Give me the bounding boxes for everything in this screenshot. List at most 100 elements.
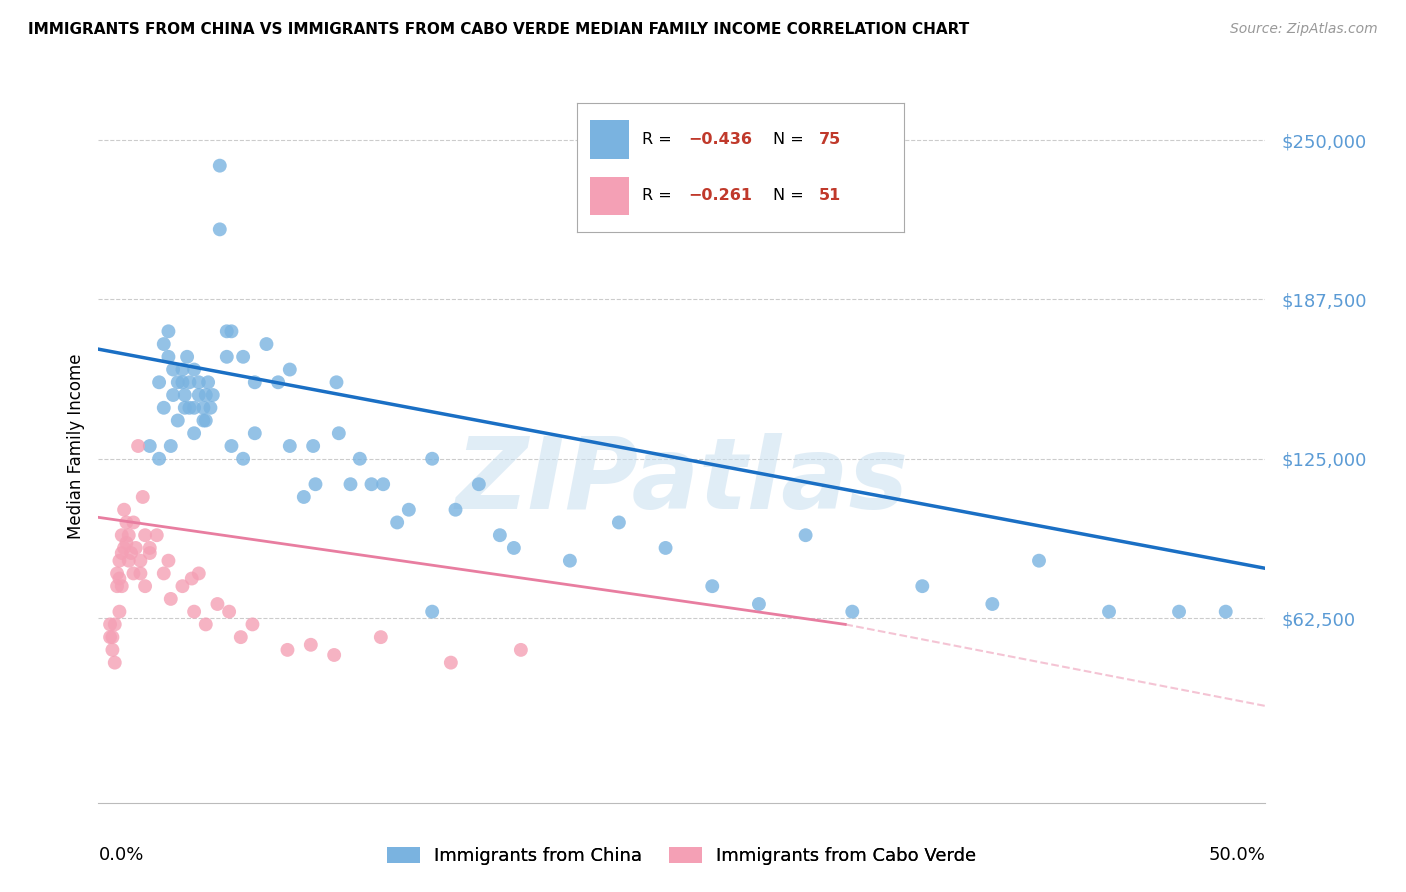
Point [339,477,361,491]
Point [221,324,243,338]
Point [122,566,145,581]
Point [256,337,278,351]
Point [98,630,121,644]
Point [208,159,231,173]
Point [187,566,209,581]
Point [276,643,298,657]
Point [157,350,180,364]
Point [159,591,181,606]
Point [125,541,148,555]
Point [166,413,188,427]
Point [105,579,128,593]
Point [108,554,131,568]
Point [502,541,524,555]
Point [183,426,205,441]
Point [302,439,325,453]
Point [278,439,301,453]
Point [215,324,238,338]
Point [104,656,127,670]
Point [194,413,217,427]
Point [304,477,326,491]
Point [105,566,128,581]
Point [111,579,134,593]
Point [183,362,205,376]
Point [208,222,231,236]
Point [194,617,217,632]
Legend: Immigrants from China, Immigrants from Cabo Verde: Immigrants from China, Immigrants from C… [388,847,976,865]
Point [146,528,169,542]
Point [558,554,581,568]
Point [108,605,131,619]
Point [134,579,156,593]
Point [134,528,156,542]
Point [509,643,531,657]
Point [176,350,198,364]
Point [159,439,181,453]
Point [152,337,174,351]
Point [129,554,152,568]
Point [139,546,162,560]
Point [654,541,676,555]
Point [101,643,124,657]
Text: IMMIGRANTS FROM CHINA VS IMMIGRANTS FROM CABO VERDE MEDIAN FAMILY INCOME CORRELA: IMMIGRANTS FROM CHINA VS IMMIGRANTS FROM… [28,22,969,37]
Point [232,451,254,466]
Point [229,630,252,644]
Point [420,451,443,466]
Point [172,579,194,593]
Point [180,572,202,586]
Text: Source: ZipAtlas.com: Source: ZipAtlas.com [1230,22,1378,37]
Text: 50.0%: 50.0% [1209,846,1265,863]
Point [702,579,724,593]
Point [157,324,180,338]
Point [221,439,243,453]
Point [187,376,209,390]
Text: 0.0%: 0.0% [98,846,143,863]
Point [172,376,194,390]
Point [325,376,347,390]
Point [360,477,382,491]
Point [243,426,266,441]
Point [911,579,934,593]
Point [349,451,371,466]
Point [370,630,392,644]
Point [794,528,817,542]
Point [183,605,205,619]
Point [200,401,222,415]
Point [111,546,134,560]
Point [179,376,201,390]
Point [385,516,408,530]
Point [162,388,184,402]
Point [148,451,170,466]
Point [139,439,162,453]
Point [468,477,491,491]
Point [398,502,420,516]
Point [218,605,240,619]
Point [115,536,138,550]
Point [132,490,155,504]
Point [118,554,141,568]
Point [152,566,174,581]
Point [101,630,124,644]
Point [981,597,1004,611]
Y-axis label: Median Family Income: Median Family Income [66,353,84,539]
Text: ZIPatlas: ZIPatlas [456,434,908,530]
Point [1028,554,1050,568]
Point [278,362,301,376]
Point [173,388,195,402]
Point [841,605,863,619]
Point [292,490,315,504]
Point [1215,605,1237,619]
Point [120,546,142,560]
Point [111,528,134,542]
Point [112,541,135,555]
Point [98,617,121,632]
Point [748,597,770,611]
Point [193,401,215,415]
Point [420,605,443,619]
Point [197,376,219,390]
Point [104,617,127,632]
Point [201,388,224,402]
Point [179,401,201,415]
Point [323,648,346,662]
Point [242,617,264,632]
